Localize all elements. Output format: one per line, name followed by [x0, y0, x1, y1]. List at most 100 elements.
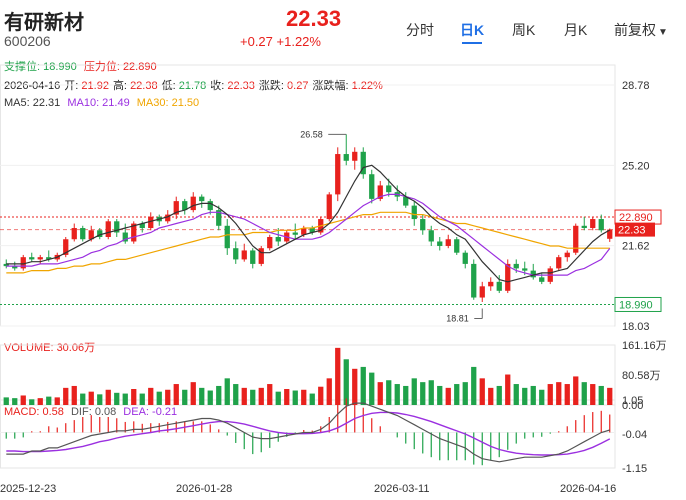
volume-bar	[37, 398, 43, 405]
volume-bar	[564, 384, 570, 405]
high-label: 高:	[112, 80, 127, 92]
volume-bar	[454, 384, 460, 405]
volume-bar	[182, 389, 188, 405]
volume-bar	[105, 389, 111, 405]
candle-body	[377, 185, 383, 199]
volume-bar	[173, 384, 179, 405]
volume-bar	[462, 382, 468, 405]
open-label: 开:	[64, 80, 79, 92]
ohlc-date: 2026-04-16	[4, 80, 61, 92]
tab-weekly-k[interactable]: 周K	[512, 22, 536, 38]
candle-body	[301, 228, 307, 235]
volume-bar	[199, 387, 205, 405]
pressure-tag	[614, 209, 662, 225]
volume-bar	[88, 391, 94, 405]
candle-body	[54, 254, 60, 260]
candle-body	[326, 194, 332, 220]
volume-bar	[394, 384, 400, 405]
price-axis-label: 28.78	[622, 80, 650, 92]
volume-bar	[71, 385, 77, 405]
date-axis-label: 2026-01-28	[176, 483, 232, 495]
stock-code: 600206	[4, 33, 51, 49]
candle-body	[394, 192, 400, 197]
candle-body	[445, 239, 451, 246]
ma30-label: MA30: 21.50	[136, 97, 200, 109]
candle-body	[343, 154, 349, 161]
candle-body	[284, 232, 290, 242]
volume-bar	[513, 384, 519, 405]
candle-body	[471, 263, 477, 298]
candle-body	[258, 248, 264, 264]
candle-body	[411, 205, 417, 220]
pressure-level: 压力位: 22.890	[83, 61, 157, 73]
volume-bar	[581, 382, 587, 405]
volume-bar	[547, 384, 553, 405]
chevron-down-icon: ▼	[658, 27, 668, 38]
volume-bar	[607, 387, 613, 405]
candle-body	[275, 236, 281, 242]
tab-intraday[interactable]: 分时	[406, 22, 434, 38]
levels-line: 支撑位: 18.990 压力位: 22.890	[4, 58, 161, 74]
volume-bar	[275, 391, 281, 405]
candle-body	[114, 221, 120, 233]
candle-body	[335, 154, 341, 195]
volume-bar	[80, 393, 86, 405]
volume-bar	[250, 389, 256, 405]
volume-bar	[386, 380, 392, 405]
candle-body	[369, 174, 375, 199]
candle-body	[156, 216, 162, 222]
volume-bar	[131, 389, 137, 405]
volume-bar	[292, 390, 298, 405]
volume-bar	[241, 387, 247, 405]
ma30-line	[6, 211, 610, 274]
candle-body	[46, 257, 52, 260]
candle-body	[403, 196, 409, 206]
macd-axis-label: -1.15	[622, 463, 647, 475]
candle-body	[462, 252, 468, 264]
volume-bar	[411, 378, 417, 405]
volume-bar	[573, 376, 579, 405]
volume-axis-label: 161.16万	[622, 340, 667, 352]
close-label: 收:	[210, 80, 225, 92]
volume-bar	[233, 384, 239, 405]
candle-body	[207, 201, 213, 211]
candle-body	[530, 270, 536, 278]
open-value: 21.92	[81, 80, 109, 92]
volume-bar	[224, 378, 230, 405]
adjust-dropdown[interactable]: 前复权 ▼	[614, 20, 668, 40]
candle-body	[479, 286, 485, 298]
volume-bar	[556, 382, 562, 405]
candle-body	[20, 257, 26, 269]
volume-label: VOLUME: 30.06万	[4, 342, 96, 354]
volume-bar	[590, 384, 596, 405]
volume-bar	[377, 382, 383, 405]
price-axis-label: 18.03	[622, 321, 650, 333]
candle-body	[267, 236, 273, 249]
last-close-tag-text: 22.33	[618, 225, 646, 237]
volume-bar	[360, 366, 366, 405]
volume-bar	[148, 387, 154, 405]
volume-bar	[335, 347, 341, 405]
tab-daily-k[interactable]: 日K	[460, 22, 485, 44]
chg-value: 0.27	[287, 80, 309, 92]
min-marker-text: 18.81	[446, 314, 469, 324]
volume-bar	[46, 396, 52, 405]
tab-monthly-k[interactable]: 月K	[564, 22, 588, 38]
volume-bar	[352, 368, 358, 405]
volume-bar	[12, 398, 18, 405]
candle-body	[233, 248, 239, 260]
volume-bar	[403, 385, 409, 405]
volume-bar	[190, 382, 196, 405]
candle-body	[3, 263, 9, 267]
volume-bar	[369, 372, 375, 405]
candle-body	[309, 228, 315, 233]
volume-bar	[505, 374, 511, 405]
volume-bar	[343, 359, 349, 405]
candle-body	[420, 219, 426, 231]
volume-bar	[522, 387, 528, 405]
volume-bar	[63, 387, 69, 405]
candle-body	[318, 219, 324, 233]
chg-label: 涨跌:	[258, 80, 284, 92]
volume-bar	[420, 382, 426, 405]
candle-body	[173, 201, 179, 215]
